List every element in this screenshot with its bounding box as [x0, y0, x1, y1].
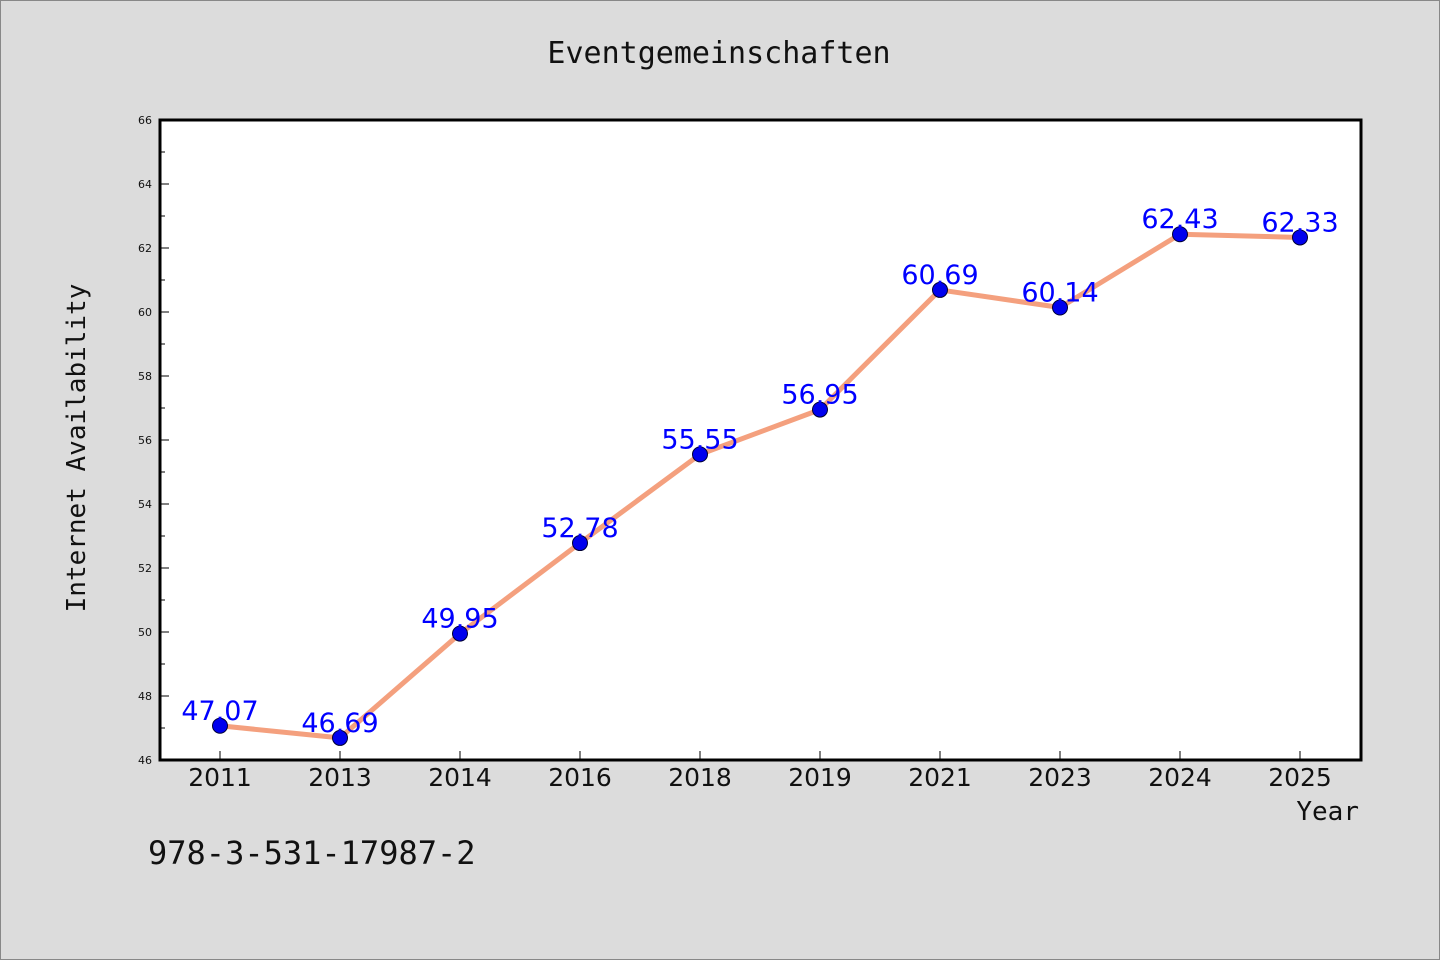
- data-point: [1292, 229, 1308, 246]
- data-label: 60.14: [1021, 278, 1098, 309]
- data-point: [212, 717, 228, 734]
- y-tick-label: 56: [138, 434, 152, 447]
- x-tick-label: 2014: [428, 763, 492, 792]
- plot-frame: [158, 118, 1363, 762]
- data-label: 55.55: [661, 424, 738, 455]
- data-point: [572, 535, 588, 552]
- data-point: [932, 281, 948, 298]
- y-axis-label: Internet Availability: [62, 284, 92, 613]
- y-tick-label: 50: [138, 626, 152, 639]
- data-label: 52.78: [541, 513, 618, 544]
- x-tick-label: 2016: [548, 763, 612, 792]
- data-label: 56.95: [781, 380, 858, 411]
- data-label: 47.07: [181, 696, 258, 727]
- data-point: [1172, 226, 1188, 243]
- y-tick-label: 62: [138, 242, 152, 255]
- data-label: 49.95: [421, 604, 498, 635]
- isbn-annotation: 978-3-531-17987-2: [148, 834, 476, 872]
- x-axis-ticks: 2011 2013 2014 2016 2018 2019 2021 2023 2024 2025: [188, 751, 1332, 792]
- y-tick-label: 58: [138, 370, 152, 383]
- data-point: [692, 446, 708, 463]
- data-point: [1052, 299, 1068, 316]
- x-tick-label: 2021: [908, 763, 972, 792]
- y-tick-label: 46: [138, 754, 152, 767]
- x-tick-label: 2024: [1148, 763, 1212, 792]
- y-tick-label: 64: [138, 178, 152, 191]
- plot-area: [160, 120, 1361, 760]
- y-axis-ticks: 46 48 50 52 54 56 58 60 62 64 66: [138, 114, 169, 767]
- data-label: 60.69: [901, 260, 978, 291]
- data-point: [452, 625, 468, 642]
- series-line: [217, 231, 1303, 741]
- chart-title: Eventgemeinschaften: [547, 36, 890, 71]
- data-label: 62.43: [1141, 204, 1218, 235]
- data-label: 62.33: [1261, 207, 1338, 238]
- x-tick-label: 2011: [188, 763, 252, 792]
- data-point: [812, 401, 828, 418]
- y-tick-label: 54: [138, 498, 152, 511]
- x-tick-label: 2025: [1268, 763, 1332, 792]
- data-point: [332, 729, 348, 746]
- data-label: 46.69: [301, 708, 378, 739]
- x-tick-label: 2013: [308, 763, 372, 792]
- x-tick-label: 2023: [1028, 763, 1092, 792]
- x-tick-label: 2018: [668, 763, 732, 792]
- y-tick-label: 52: [138, 562, 152, 575]
- data-markers: [212, 226, 1308, 746]
- y-tick-label: 60: [138, 306, 152, 319]
- x-axis-label: Year: [1296, 797, 1359, 827]
- data-labels: 47.07 46.69 49.95 52.78 55.55 56.95 60.69 60.14…: [181, 204, 1338, 739]
- y-tick-label: 48: [138, 690, 152, 703]
- y-tick-label: 66: [138, 114, 152, 127]
- x-tick-label: 2019: [788, 763, 852, 792]
